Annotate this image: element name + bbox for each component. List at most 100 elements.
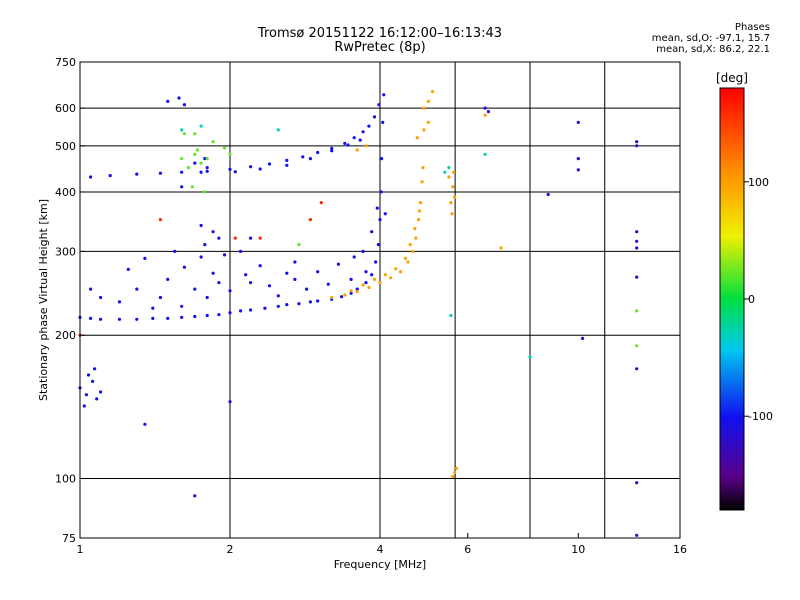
data-point: [370, 273, 374, 277]
data-point: [173, 249, 177, 253]
data-point: [158, 295, 162, 300]
phases-x-stats: mean, sd,X: 86.2, 22.1: [656, 44, 770, 55]
y-tick-label: 100: [55, 473, 76, 486]
data-point: [99, 317, 103, 321]
y-tick-label: 750: [55, 56, 76, 69]
data-point: [483, 152, 487, 156]
data-point: [211, 230, 215, 234]
data-point: [186, 166, 190, 170]
data-point: [355, 148, 359, 152]
data-point: [406, 260, 410, 264]
data-point: [422, 106, 426, 110]
data-point: [276, 128, 280, 132]
data-point: [499, 246, 503, 250]
data-point: [305, 287, 309, 291]
data-point: [426, 120, 430, 124]
data-point: [211, 271, 215, 275]
data-point: [343, 141, 347, 145]
data-point: [297, 302, 301, 306]
data-point: [205, 169, 209, 173]
x-tick-label: 1: [77, 543, 84, 556]
data-point: [182, 132, 186, 136]
data-point: [293, 260, 297, 264]
data-point: [417, 218, 421, 222]
data-point: [394, 267, 398, 271]
data-point: [89, 287, 93, 291]
data-point: [158, 171, 162, 175]
data-point: [326, 282, 330, 286]
data-point: [228, 289, 232, 293]
data-point: [222, 253, 227, 257]
data-point: [249, 165, 253, 169]
data-point: [417, 209, 422, 213]
data-point: [239, 309, 243, 313]
data-point: [635, 309, 639, 313]
data-point: [135, 287, 139, 291]
colorbar-tick-label: 100: [748, 176, 769, 189]
data-point: [355, 290, 359, 294]
data-point: [151, 306, 155, 310]
data-point: [403, 256, 408, 260]
data-point: [635, 275, 639, 279]
data-point: [352, 136, 356, 140]
data-point: [182, 265, 186, 269]
data-point: [285, 163, 289, 167]
data-point: [451, 185, 455, 189]
data-point: [451, 474, 455, 479]
data-point: [108, 174, 112, 178]
data-point: [420, 180, 424, 184]
data-point: [233, 170, 237, 174]
data-point: [349, 289, 353, 293]
data-point: [364, 270, 368, 274]
data-point: [483, 106, 487, 110]
data-point: [86, 373, 91, 377]
data-point: [258, 167, 262, 171]
data-point: [418, 201, 422, 205]
data-point: [199, 223, 203, 228]
data-point: [228, 400, 232, 404]
data-point: [453, 195, 457, 199]
x-tick-label: 16: [673, 543, 687, 556]
data-point: [249, 308, 253, 312]
data-point: [355, 287, 359, 291]
data-point: [370, 230, 374, 234]
y-tick-label: 200: [55, 329, 76, 342]
data-point: [372, 277, 377, 281]
data-point: [233, 236, 237, 240]
data-point: [374, 260, 378, 264]
data-point: [316, 299, 320, 303]
data-point: [258, 236, 262, 240]
data-point: [330, 146, 334, 150]
data-point: [576, 168, 580, 172]
data-point: [217, 281, 221, 285]
data-point: [450, 212, 454, 216]
data-point: [95, 397, 99, 401]
data-point: [217, 236, 221, 240]
data-point: [276, 294, 280, 298]
data-point: [180, 170, 184, 174]
x-axis-label: Frequency [MHz]: [334, 558, 426, 571]
data-point: [447, 166, 451, 170]
data-point: [199, 161, 203, 165]
data-point: [375, 206, 379, 210]
data-point: [249, 281, 253, 285]
data-point: [308, 157, 312, 161]
data-point: [408, 243, 412, 247]
data-point: [308, 218, 312, 222]
data-point: [346, 143, 350, 147]
data-point: [413, 227, 417, 231]
data-point: [389, 276, 393, 280]
data-point: [635, 230, 639, 234]
data-point: [267, 162, 272, 166]
data-point: [126, 267, 130, 271]
data-point: [372, 115, 377, 119]
data-point: [422, 128, 426, 132]
data-point: [635, 246, 639, 250]
y-tick-label: 400: [55, 186, 76, 199]
data-point: [352, 255, 356, 259]
data-point: [414, 236, 418, 240]
data-point: [380, 157, 384, 161]
data-point: [285, 303, 289, 307]
data-point: [399, 270, 403, 274]
data-point: [635, 481, 639, 485]
